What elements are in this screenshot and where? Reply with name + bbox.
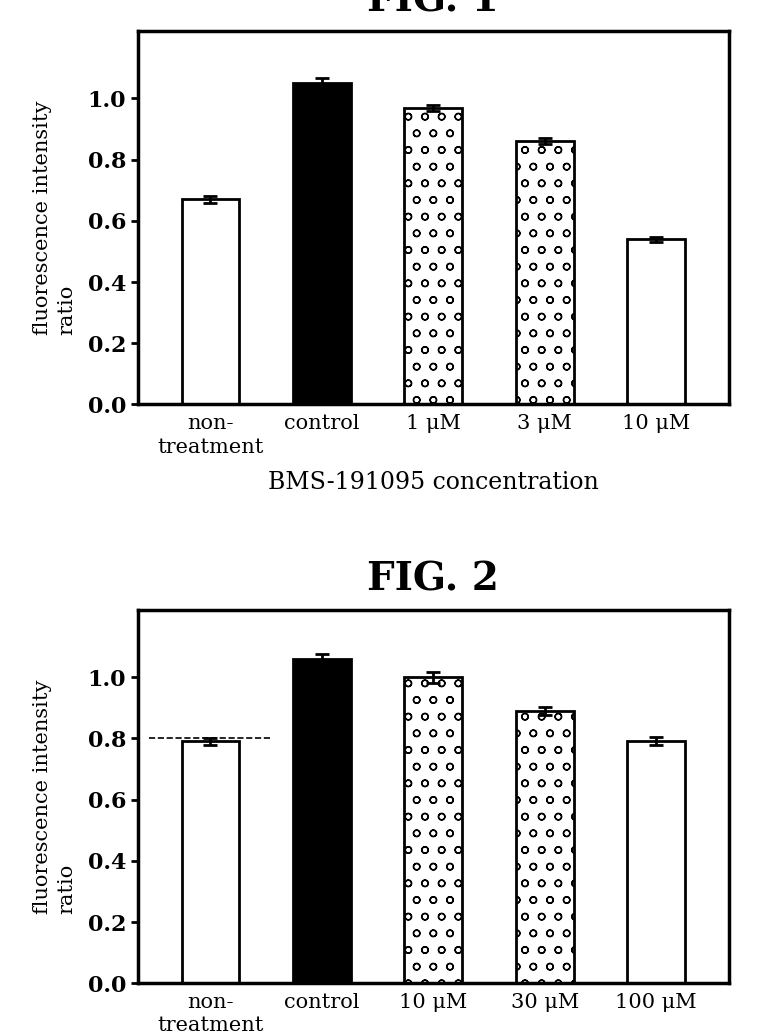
Bar (627, 741, 685, 983)
Bar (404, 677, 463, 983)
Bar (516, 711, 574, 983)
Bar (293, 83, 351, 405)
Title: FIG. 1: FIG. 1 (367, 0, 499, 20)
Y-axis label: fluorescence intensity
ratio: fluorescence intensity ratio (33, 679, 77, 914)
Y-axis label: fluorescence intensity
ratio: fluorescence intensity ratio (33, 100, 77, 335)
Bar (516, 141, 574, 405)
X-axis label: BMS-191095 concentration: BMS-191095 concentration (268, 471, 599, 494)
Title: FIG. 2: FIG. 2 (367, 560, 499, 598)
Bar (627, 239, 685, 405)
Bar (182, 741, 239, 983)
Bar (182, 200, 239, 405)
Bar (404, 108, 463, 405)
Bar (293, 659, 351, 983)
